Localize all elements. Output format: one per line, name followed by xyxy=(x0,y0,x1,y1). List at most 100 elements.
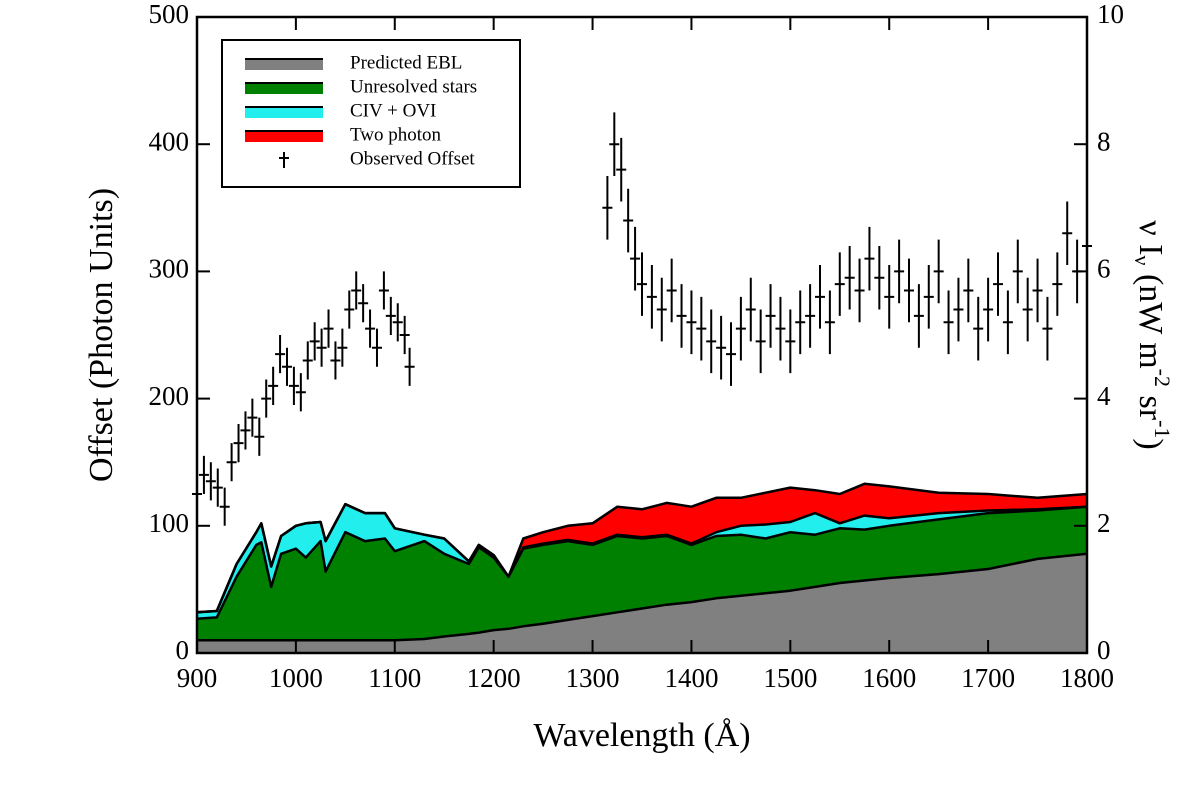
observed-point xyxy=(212,468,223,507)
observed-point xyxy=(1062,201,1073,266)
y2-title-part: -1 xyxy=(1150,420,1175,438)
observed-point xyxy=(275,335,286,374)
observed-point xyxy=(404,347,415,386)
legend-swatch xyxy=(245,83,323,94)
legend: Predicted EBL Unresolved stars CIV + OVI Tw… xyxy=(221,39,521,188)
x-tick-label: 1100 xyxy=(368,663,421,693)
legend-swatch xyxy=(245,131,323,142)
y2-title-part: ν I xyxy=(1132,220,1169,255)
observed-point xyxy=(254,417,265,456)
observed-point xyxy=(295,373,306,412)
observed-point xyxy=(268,366,279,405)
observed-point xyxy=(884,265,895,329)
observed-point xyxy=(933,239,944,304)
area-outline xyxy=(197,552,1088,642)
observed-point xyxy=(399,315,410,355)
observed-point xyxy=(247,398,258,437)
legend-label: CIV + OVI xyxy=(350,100,436,121)
observed-point xyxy=(656,277,667,342)
observed-point xyxy=(1012,239,1023,304)
observed-point xyxy=(623,188,634,253)
observed-point xyxy=(824,290,835,355)
x-tick-label: 1800 xyxy=(1060,663,1114,693)
observed-point xyxy=(219,487,230,526)
y-tick-label: 100 xyxy=(149,508,190,538)
observed-point xyxy=(602,176,613,240)
legend-label: Unresolved stars xyxy=(350,76,477,97)
observed-point xyxy=(973,296,984,361)
y2-title-part: ) xyxy=(1132,438,1169,449)
observed-point xyxy=(198,455,209,494)
observed-point xyxy=(805,284,816,348)
y-tick-label: 300 xyxy=(149,254,190,284)
x-tick-label: 1700 xyxy=(961,663,1015,693)
observed-point xyxy=(874,245,885,310)
x-tick-label: 1000 xyxy=(269,663,323,693)
observed-point xyxy=(392,303,403,342)
legend-label: Two photon xyxy=(350,124,442,145)
observed-point xyxy=(815,265,825,329)
legend-label: Predicted EBL xyxy=(350,52,462,73)
observed-point xyxy=(834,252,845,316)
y-tick-label: 500 xyxy=(149,0,190,29)
y-tick-label: 0 xyxy=(176,635,190,665)
observed-point xyxy=(755,309,766,374)
area-outline xyxy=(196,482,1088,614)
observed-point xyxy=(1052,252,1063,316)
observed-point xyxy=(288,366,299,405)
observed-point xyxy=(765,284,776,348)
observed-point xyxy=(630,226,641,291)
y-tick-label: 200 xyxy=(149,381,190,411)
y2-tick-label: 6 xyxy=(1097,254,1111,284)
observed-point xyxy=(371,328,382,367)
observed-point xyxy=(913,284,924,348)
y2-tick-label: 0 xyxy=(1097,635,1111,665)
observed-point xyxy=(686,290,697,355)
observed-point xyxy=(983,277,994,342)
observed-point xyxy=(666,258,677,323)
area-band xyxy=(197,506,1087,641)
observed-point xyxy=(337,328,348,367)
legend-swatch xyxy=(245,59,323,70)
observed-point xyxy=(240,411,251,450)
y2-tick-label: 4 xyxy=(1097,381,1111,411)
x-tick-label: 1500 xyxy=(763,663,817,693)
observed-point xyxy=(344,290,355,329)
observed-point xyxy=(696,296,707,361)
x-tick-label: 1600 xyxy=(862,663,916,693)
observed-point xyxy=(226,443,237,482)
observed-point xyxy=(795,290,806,355)
observed-point xyxy=(943,290,954,355)
legend-swatch xyxy=(279,152,289,168)
observed-point xyxy=(953,277,964,342)
observed-point xyxy=(637,252,647,316)
observed-point xyxy=(205,462,216,501)
observed-point xyxy=(385,296,396,335)
observed-point xyxy=(330,341,341,380)
y2-axis-title: ν Iν (nW m-2 sr-1) xyxy=(1130,220,1175,449)
observed-point xyxy=(716,315,727,380)
observed-point xyxy=(261,379,272,418)
x-tick-label: 1200 xyxy=(467,663,521,693)
observed-point xyxy=(1022,277,1033,342)
observed-point xyxy=(923,265,934,329)
observed-point xyxy=(726,322,736,386)
y-axis-title: Offset (Photon Units) xyxy=(83,188,120,482)
observed-point xyxy=(323,309,334,348)
observed-point xyxy=(609,112,620,176)
x-axis-title: Wavelength (Å) xyxy=(533,717,750,754)
y2-tick-label: 2 xyxy=(1097,508,1111,538)
observed-point xyxy=(378,271,389,310)
legend-label: Observed Offset xyxy=(350,148,475,169)
observed-point xyxy=(281,347,292,386)
observed-point xyxy=(302,341,313,380)
plot-frame xyxy=(195,15,1089,655)
observed-point xyxy=(1042,296,1053,361)
observed-point xyxy=(1032,258,1043,323)
y2-title-part: (nW m xyxy=(1132,265,1169,368)
observed-point xyxy=(993,252,1003,316)
observed-point xyxy=(904,258,914,323)
y2-title-part: sr xyxy=(1132,387,1169,421)
area-band xyxy=(197,553,1087,653)
